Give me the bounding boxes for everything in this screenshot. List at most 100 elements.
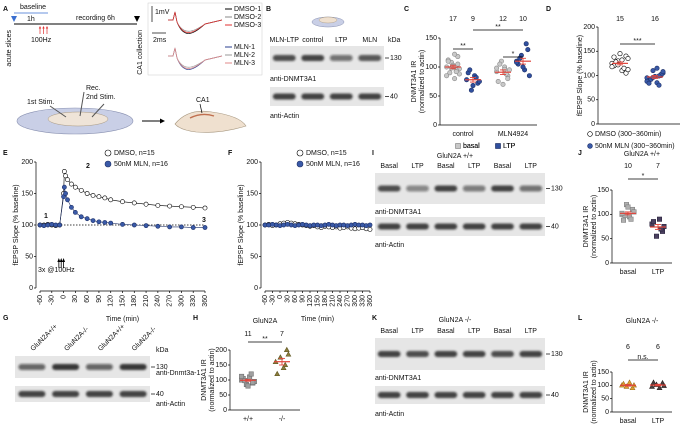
slice-icon [318, 16, 338, 24]
electrode [49, 105, 67, 118]
stim-arrowhead [45, 26, 49, 29]
label: 1st Stim. [27, 99, 54, 106]
blot-band [301, 55, 325, 61]
significance-label: *** [633, 38, 641, 45]
blot-band [519, 351, 543, 357]
chart-title: GluN2A -/- [626, 318, 659, 325]
electrode [79, 91, 85, 117]
n-label: 10 [624, 163, 632, 170]
mw-label: 130 [390, 55, 402, 62]
blot-band [85, 364, 113, 370]
data-point [285, 351, 292, 357]
label: 2nd Stim. [86, 94, 116, 101]
data-point [167, 203, 173, 209]
y-axis-label: (normalized to actin) [209, 348, 216, 411]
label: CA1 [196, 97, 210, 104]
n-label: 15 [616, 16, 624, 23]
blot-band [406, 351, 429, 357]
panel-letter: C [404, 6, 409, 13]
data-point [587, 143, 593, 149]
blot-band [462, 351, 486, 357]
trace [168, 11, 223, 33]
y-tick-label: 0 [605, 409, 609, 416]
data-point [629, 384, 636, 391]
y-tick-label: 0 [433, 122, 437, 129]
mw-label: 40 [551, 223, 559, 230]
blot-band [329, 55, 353, 61]
blot-band [406, 223, 429, 230]
y-tick-label: 150 [246, 190, 258, 197]
data-point [202, 225, 208, 230]
y-tick-label: 200 [21, 159, 33, 166]
slice [47, 111, 109, 127]
blot-band [18, 364, 46, 370]
panel-letter: L [578, 315, 583, 322]
blot-membrane [15, 356, 150, 378]
data-point [656, 82, 662, 88]
blot-membrane [375, 386, 545, 404]
blot-title: GluN2A -/- [439, 317, 472, 324]
y-axis-label: DNMT3A1 IR [201, 359, 208, 401]
data-point [104, 160, 112, 168]
data-point [202, 205, 208, 211]
data-point [452, 51, 458, 57]
blot-title: GluN2A +/+ [437, 153, 473, 160]
y-tick-label: 100 [597, 382, 609, 389]
label: recording 6h [76, 15, 115, 22]
blot-band [377, 392, 401, 398]
y-axis-label: fEPSP Slope (% baseline) [238, 184, 245, 265]
legend-label: basal [463, 143, 480, 150]
data-point [78, 214, 84, 220]
y-tick-label: 50 [429, 93, 437, 100]
y-tick-label: 0 [605, 260, 609, 267]
data-point [69, 181, 74, 187]
y-tick-label: 100 [583, 72, 595, 79]
blot-band [519, 223, 543, 230]
blot-band [434, 392, 458, 398]
label: 1h [27, 16, 35, 23]
blot-band [462, 185, 486, 192]
data-point [447, 70, 453, 76]
y-tick-label: 50 [25, 253, 33, 260]
chart-title: GluN2A [253, 318, 278, 325]
data-point [656, 384, 663, 391]
panel-letter: F [228, 150, 233, 157]
legend-label: MLN-2 [234, 52, 255, 59]
x-tick-label: 90 [299, 295, 306, 303]
antibody-label: anti-Actin [156, 401, 185, 408]
label: Rec. [86, 85, 100, 92]
blot-membrane [270, 87, 384, 106]
x-tick-label: 60 [292, 295, 299, 303]
y-tick-label: 100 [246, 222, 258, 229]
data-point [494, 65, 500, 71]
y-axis-label: DNMT3A1 IR [583, 371, 590, 413]
data-point [609, 64, 615, 70]
mw-label: 40 [551, 392, 559, 399]
blot-membrane [375, 173, 545, 204]
legend-label: LTP [503, 143, 516, 150]
data-point [190, 204, 196, 210]
legend-label: basal [463, 143, 480, 150]
data-point [143, 223, 149, 229]
x-tick-label: 360 [202, 295, 209, 307]
panel-letter: B [266, 6, 271, 13]
blot-band [519, 392, 543, 398]
data-point [470, 83, 476, 89]
kda-label: kDa [156, 347, 169, 354]
data-point [650, 379, 657, 385]
y-axis-label: DNMT3A1 IR [583, 206, 590, 248]
data-point [57, 222, 63, 228]
data-point [650, 68, 656, 74]
blot-band [119, 364, 147, 370]
ca1-region [189, 113, 215, 119]
lane-label: LTP [468, 163, 481, 170]
data-point [102, 195, 108, 201]
data-point [587, 131, 593, 137]
x-tick-label: LTP [652, 269, 665, 276]
n-label: 6 [626, 344, 630, 351]
x-tick-label: 150 [119, 295, 126, 307]
panel-letter: E [3, 150, 8, 157]
y-tick-label: 200 [246, 159, 258, 166]
kda-label: kDa [388, 37, 401, 44]
data-point [497, 61, 503, 67]
